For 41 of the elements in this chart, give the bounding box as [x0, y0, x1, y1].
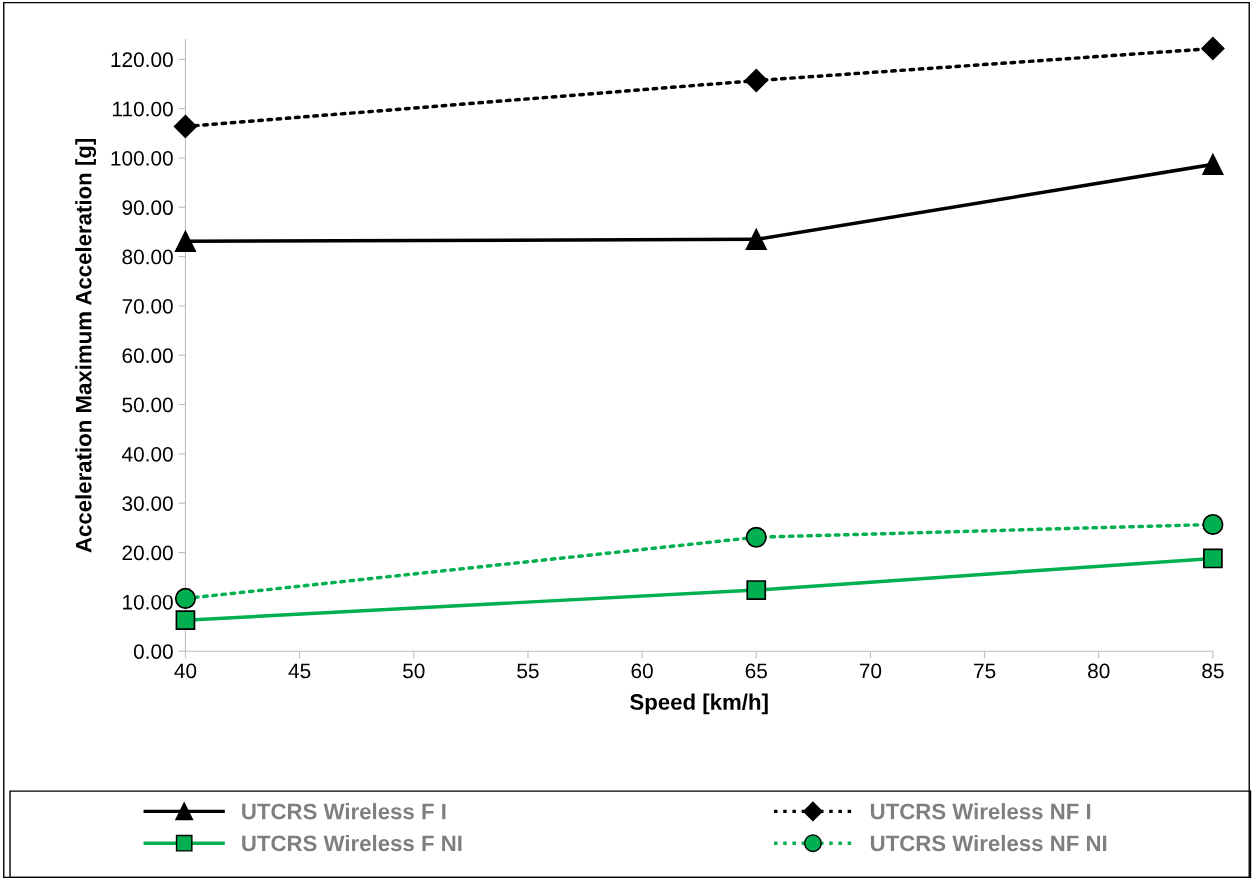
x-tick-label: 40 — [174, 663, 197, 679]
y-tick-label: 100.00 — [111, 150, 173, 166]
point — [1203, 548, 1223, 569]
y-tick-label: 60.00 — [122, 348, 173, 364]
point — [746, 580, 767, 600]
legend-label: UTCRS Wireless NF I — [870, 803, 1091, 820]
y-tick-label: 0.00 — [133, 644, 173, 659]
y-tick-label: 110.00 — [113, 101, 173, 117]
y-tick-label: 30.00 — [122, 496, 173, 511]
point — [1201, 36, 1225, 61]
y-tick-label: 70.00 — [122, 298, 173, 314]
x-tick-label: 50 — [403, 663, 425, 679]
point — [1202, 153, 1224, 175]
x-axis-title: Speed [km/h] — [630, 693, 768, 715]
y-tick-label: 80.00 — [122, 249, 173, 265]
x-tick-label: 55 — [517, 663, 539, 679]
legend-label: UTCRS Wireless F NI — [242, 834, 462, 852]
point — [173, 114, 198, 139]
point — [744, 68, 768, 93]
point — [745, 228, 767, 250]
y-tick-label: 120.00 — [111, 52, 173, 68]
x-tick-label: 70 — [859, 663, 882, 679]
x-tick-label: 85 — [1202, 663, 1224, 679]
point — [1202, 513, 1224, 535]
x-tick-label: 80 — [1088, 663, 1110, 679]
x-tick-label: 45 — [288, 663, 311, 679]
point — [745, 526, 767, 548]
point — [174, 587, 197, 609]
y-tick-label: 40.00 — [121, 446, 173, 462]
y-tick-label: 50.00 — [122, 397, 173, 413]
y-axis-title: Acceleration Maximum Acceleration [g] — [75, 138, 97, 553]
legend-label: UTCRS Wireless NF NI — [870, 834, 1107, 852]
y-tick-label: 10.00 — [123, 594, 173, 610]
point — [175, 610, 196, 630]
y-tick-label: 90.00 — [122, 200, 173, 216]
x-tick-label: 65 — [745, 663, 767, 679]
y-tick-label: 20.00 — [122, 545, 173, 561]
point — [174, 230, 197, 252]
x-tick-label: 60 — [631, 663, 653, 679]
legend-label: UTCRS Wireless F I — [242, 803, 446, 820]
x-tick-label: 75 — [974, 663, 996, 679]
